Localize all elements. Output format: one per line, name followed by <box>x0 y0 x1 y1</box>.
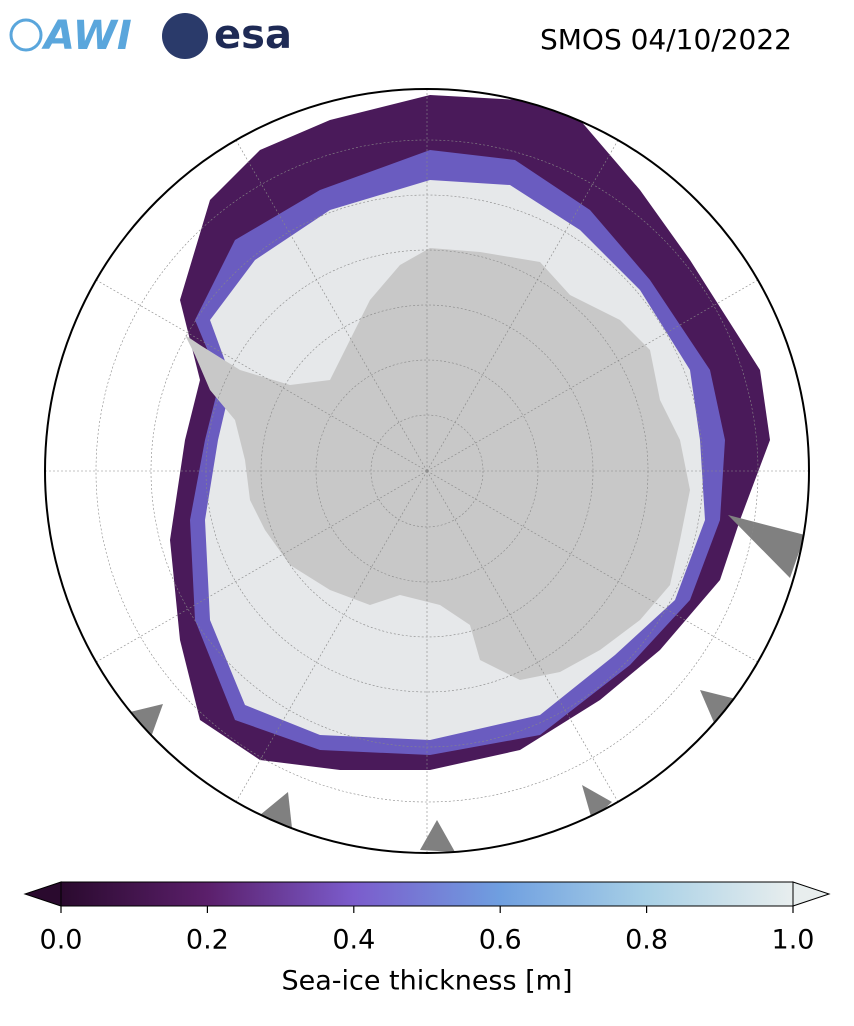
colorbar: 0.0 0.2 0.4 0.6 0.8 1.0 Sea-ice thickness [m] <box>23 881 831 997</box>
meridian-line <box>426 470 628 818</box>
map <box>45 89 809 853</box>
colorbar-tick-label: 0.8 <box>625 925 668 956</box>
latitude-line <box>315 359 539 583</box>
colorbar-ramp <box>60 881 794 907</box>
colorbar-ticks: 0.0 0.2 0.4 0.6 0.8 1.0 <box>40 906 815 956</box>
meridian-line <box>426 470 774 672</box>
colorbar-tick-label: 0.0 <box>40 925 83 956</box>
esa-emblem <box>162 13 208 59</box>
meridian-line <box>426 270 774 472</box>
graticule <box>45 89 809 853</box>
awi-globe <box>9 18 43 52</box>
colorbar-tick-label: 1.0 <box>772 925 815 956</box>
meridian-line <box>226 470 428 818</box>
map-title: SMOS 04/10/2022 <box>540 23 792 56</box>
meridian-line <box>80 470 428 672</box>
colorbar-label: Sea-ice thickness [m] <box>281 966 572 997</box>
meridian-line <box>226 124 428 472</box>
latitude-line <box>95 139 759 803</box>
esa-logo: esa <box>214 12 292 58</box>
map-border <box>44 88 810 854</box>
awi-logo: AWI <box>41 13 132 59</box>
colorbar-tick-label: 0.6 <box>479 925 522 956</box>
land <box>130 515 805 852</box>
colorbar-extend-low <box>23 881 62 907</box>
antarctica <box>185 248 690 680</box>
meridian-line <box>426 124 628 472</box>
logos: AWI esa <box>9 12 292 59</box>
meridian-line <box>80 270 428 472</box>
colorbar-extend-high <box>792 881 831 907</box>
colorbar-tick-label: 0.4 <box>332 925 375 956</box>
colorbar-tick-label: 0.2 <box>186 925 229 956</box>
